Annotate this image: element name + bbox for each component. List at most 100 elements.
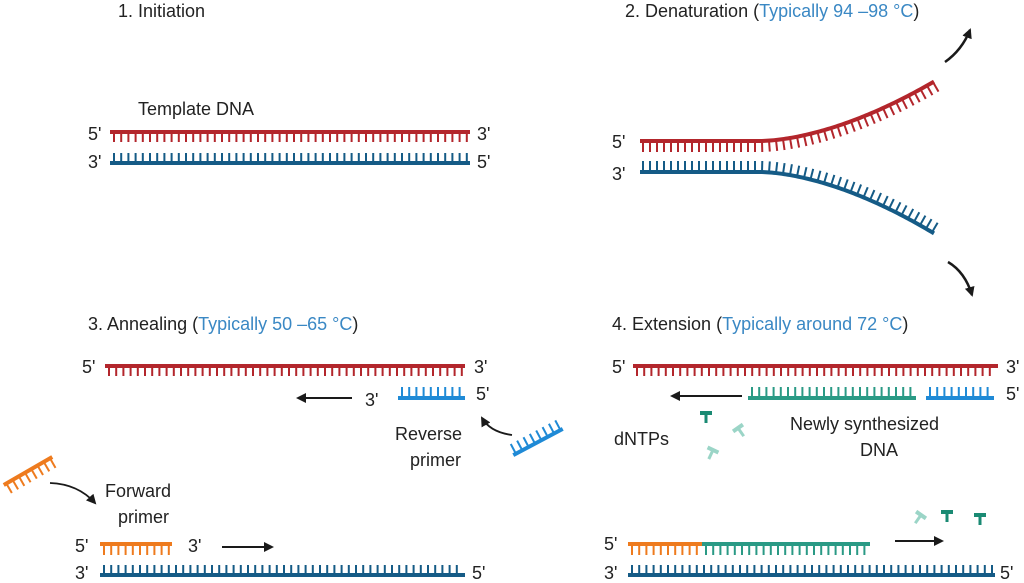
arrow-icon (944, 28, 972, 64)
s4-template-top-strand (633, 364, 998, 376)
strand-segment (554, 419, 562, 431)
strand-segment (914, 509, 928, 521)
strand-segment (913, 211, 921, 223)
strand-segment (707, 449, 715, 460)
strand-segment (830, 127, 836, 139)
s3-top-right-end: 3' (474, 357, 487, 377)
strand-segment (875, 110, 882, 122)
forward-primer-label-line2: primer (118, 507, 169, 527)
strand-segment (768, 161, 771, 173)
strand-segment (516, 440, 524, 451)
strand-segment (823, 172, 829, 184)
strand-segment (30, 468, 38, 480)
dntp-nucleotide-icon (706, 445, 720, 460)
strand-segment (768, 140, 771, 152)
strand-segment (736, 427, 745, 438)
step1-panel: 1. Initiation Template DNA 5' 3' 3' 5' (88, 1, 490, 172)
strand-segment (931, 222, 939, 233)
step4-panel: 4. Extension (Typically around 72 °C) 5'… (604, 314, 1019, 583)
dntp-nucleotide-icon (731, 422, 745, 438)
strand-segment (869, 113, 876, 125)
strand-segment (907, 208, 915, 220)
s3-template-top-strand (105, 364, 465, 376)
strand-segment (882, 195, 889, 207)
s4-forward-primer (628, 542, 702, 555)
strand-segment (843, 179, 849, 191)
strand-segment (796, 136, 801, 148)
s3-bottom-right-end: 5' (472, 563, 485, 583)
dntp-nucleotide-icon (700, 411, 712, 423)
step3-panel: 3. Annealing (Typically 50 –65 °C) 5' 3'… (2, 314, 564, 583)
strand-segment (925, 218, 933, 230)
strand-segment (2, 455, 54, 487)
strand-segment (49, 457, 57, 469)
strand-segment (17, 475, 26, 487)
strand-segment (863, 115, 870, 127)
strand-segment (914, 514, 923, 525)
step2-title: 2. Denaturation (Typically 94 –98 °C) (625, 1, 919, 21)
s1-bottom-right-end: 5' (477, 152, 490, 172)
s3-forward-primer-3-end: 3' (188, 536, 201, 556)
arrow-icon (49, 482, 97, 505)
reverse-primer-free (509, 419, 564, 457)
dntps-cluster-right (914, 509, 986, 525)
arrow-icon (481, 416, 513, 436)
s2-bottom-left-end: 3' (612, 164, 625, 184)
s4-new-strand-top (748, 387, 916, 400)
s1-top-right-end: 3' (477, 124, 490, 144)
strand-segment (775, 139, 779, 152)
s1-top-left-end: 5' (88, 124, 101, 144)
strand-segment (509, 443, 517, 455)
s4-bottom-right-end: 5' (1000, 563, 1013, 583)
strand-segment (862, 186, 869, 198)
strand-segment (42, 461, 51, 472)
s3-top-left-end: 5' (82, 357, 95, 377)
strand-segment (849, 181, 856, 193)
forward-primer-free (2, 455, 57, 494)
s4-reverse-primer (926, 387, 994, 400)
strand-segment (882, 107, 889, 119)
strand-segment (894, 201, 902, 213)
primer-shape (2, 455, 57, 494)
s3-forward-primer-5-end: 5' (75, 536, 88, 556)
s4-forward-primer-5-end: 5' (604, 534, 617, 554)
strand-segment (803, 166, 808, 179)
s4-template-bottom-strand (628, 565, 995, 577)
strand-segment (803, 135, 808, 147)
dntps-cluster-left (700, 411, 745, 460)
s2-separated-top-strand (640, 79, 940, 152)
strand-segment (535, 430, 543, 441)
s1-template-top-strand (110, 130, 470, 142)
strand-segment (11, 479, 19, 490)
s4-reverse-primer-5-end: 5' (1006, 384, 1019, 404)
s4-new-strand-bottom (702, 542, 870, 555)
strand-segment (823, 129, 829, 141)
strand-segment (888, 198, 895, 210)
strand-segment (809, 133, 815, 145)
s1-template-bottom-strand (110, 153, 470, 165)
strand-segment (919, 215, 927, 226)
strand-segment (926, 85, 934, 96)
arrow-icon (947, 260, 975, 297)
strand-segment (24, 472, 32, 483)
s3-template-bottom-strand (100, 565, 465, 577)
dntp-nucleotide-icon (974, 513, 986, 525)
strand-segment (796, 165, 801, 177)
step1-title: 1. Initiation (118, 1, 205, 21)
strand-segment (816, 131, 822, 143)
strand-segment (856, 118, 863, 130)
step3-title: 3. Annealing (Typically 50 –65 °C) (88, 314, 358, 334)
strand-segment (843, 123, 849, 135)
strand-segment (522, 436, 530, 448)
s3-bottom-left-end: 3' (75, 563, 88, 583)
s3-reverse-primer-5-end: 5' (476, 384, 489, 404)
strand-segment (856, 184, 863, 196)
strand-segment (913, 91, 921, 103)
dntp-nucleotide-icon (914, 509, 928, 525)
dntp-nucleotide-icon (941, 510, 953, 522)
strand-segment (869, 189, 876, 201)
strand-segment (782, 162, 786, 175)
new-dna-label-line2: DNA (860, 440, 898, 460)
strand-segment (901, 98, 908, 110)
